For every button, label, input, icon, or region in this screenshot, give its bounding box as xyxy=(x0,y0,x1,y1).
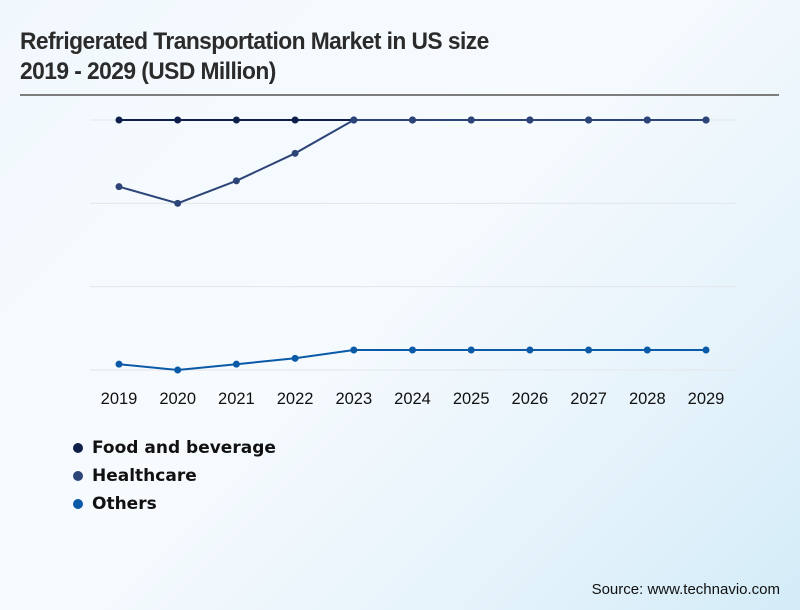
data-point-others-2025 xyxy=(467,346,475,354)
data-point-healthcare-2027 xyxy=(585,116,593,124)
data-point-food-and-beverage-2019 xyxy=(115,116,123,124)
x-tick-label: 2025 xyxy=(453,390,490,408)
legend-marker-icon xyxy=(73,443,83,453)
x-tick-label: 2019 xyxy=(101,390,138,408)
x-tick-label: 2027 xyxy=(570,390,607,408)
data-point-healthcare-2024 xyxy=(409,116,416,124)
x-tick-label: 2022 xyxy=(277,390,314,408)
legend-item-food-and-beverage: Food and beverage xyxy=(73,434,276,462)
x-tick-label: 2026 xyxy=(512,390,549,408)
x-tick-label: 2024 xyxy=(394,390,431,408)
chart-title: Refrigerated Transportation Market in US… xyxy=(20,27,489,87)
data-point-healthcare-2029 xyxy=(702,116,710,124)
chart-title-line2: 2019 - 2029 (USD Million) xyxy=(20,58,276,85)
data-point-others-2024 xyxy=(409,346,416,354)
series-healthcare xyxy=(115,116,710,207)
x-tick-label: 2028 xyxy=(629,390,666,408)
series-others xyxy=(115,346,710,374)
legend-label: Food and beverage xyxy=(92,438,276,458)
gridlines xyxy=(90,119,736,371)
data-point-healthcare-2019 xyxy=(115,183,123,191)
series-line-healthcare xyxy=(118,119,706,205)
legend-marker-icon xyxy=(73,471,83,481)
data-point-healthcare-2025 xyxy=(467,116,475,124)
x-tick-label: 2020 xyxy=(159,390,196,408)
x-axis-tick-labels: 2019 2020 2021 2022 2023 2024 2025 2026 2027 2028… xyxy=(101,390,725,408)
x-tick-label: 2023 xyxy=(335,390,372,408)
source-credit: Source: www.technavio.com xyxy=(591,581,780,598)
legend-label: Healthcare xyxy=(92,466,197,486)
data-point-healthcare-2023 xyxy=(350,116,358,124)
data-point-food-and-beverage-2021 xyxy=(232,116,240,124)
data-point-food-and-beverage-2020 xyxy=(174,116,182,124)
data-point-others-2022 xyxy=(291,354,299,362)
data-point-others-2027 xyxy=(585,346,593,354)
data-point-healthcare-2020 xyxy=(174,199,182,207)
data-point-healthcare-2021 xyxy=(232,177,240,185)
data-point-food-and-beverage-2022 xyxy=(291,116,299,124)
legend: Food and beverage Healthcare Others xyxy=(73,434,276,518)
legend-item-healthcare: Healthcare xyxy=(73,462,276,490)
data-point-others-2029 xyxy=(702,346,710,354)
x-tick-label: 2029 xyxy=(688,390,725,408)
title-divider xyxy=(20,94,779,96)
series-group xyxy=(115,116,710,374)
data-point-healthcare-2028 xyxy=(643,116,651,124)
data-point-others-2020 xyxy=(174,366,182,374)
data-point-healthcare-2022 xyxy=(291,149,299,157)
data-point-others-2023 xyxy=(350,346,358,354)
legend-label: Others xyxy=(92,494,157,514)
chart-title-line1: Refrigerated Transportation Market in US… xyxy=(20,28,489,55)
data-point-others-2019 xyxy=(115,360,123,368)
legend-marker-icon xyxy=(73,499,83,509)
data-point-others-2028 xyxy=(643,346,651,354)
data-point-healthcare-2026 xyxy=(526,116,534,124)
legend-item-others: Others xyxy=(73,490,276,518)
x-tick-label: 2021 xyxy=(218,390,255,408)
data-point-others-2026 xyxy=(526,346,534,354)
data-point-others-2021 xyxy=(232,360,240,368)
